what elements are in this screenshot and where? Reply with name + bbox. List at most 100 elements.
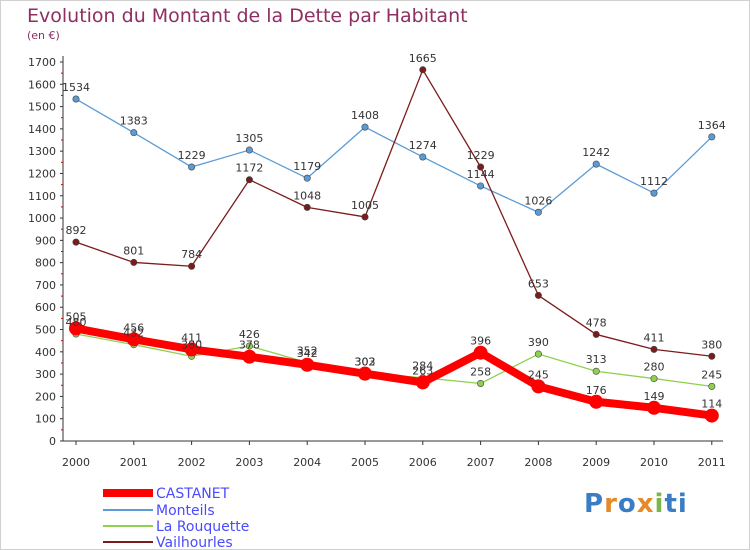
data-label: 1172: [235, 162, 263, 175]
data-point: [477, 379, 485, 387]
y-tick-label: 1200: [28, 167, 56, 180]
series-line-vailhourles: [75, 69, 712, 357]
y-tick-label: 1000: [28, 212, 56, 225]
y-tick-label: 100: [35, 413, 56, 426]
data-label: 380: [181, 338, 202, 351]
x-tick-label: 2001: [120, 456, 148, 469]
data-label: 1179: [293, 160, 321, 173]
y-tick-label: 1700: [28, 56, 56, 69]
data-label: 342: [297, 347, 318, 360]
data-label: 396: [470, 335, 491, 348]
x-tick-label: 2006: [409, 456, 437, 469]
x-tick-label: 2003: [235, 456, 263, 469]
data-point: [72, 95, 80, 103]
data-point: [300, 357, 315, 372]
y-tick-label: 900: [35, 234, 56, 247]
data-label: 411: [644, 331, 665, 344]
data-point: [245, 176, 253, 184]
chart-title: Evolution du Montant de la Dette par Hab…: [27, 5, 468, 27]
y-tick-label: 600: [35, 301, 56, 314]
data-point: [534, 291, 542, 299]
data-point: [650, 345, 658, 353]
legend-label: Monteils: [156, 503, 215, 519]
data-label: 784: [181, 248, 202, 261]
data-label: 302: [355, 356, 376, 369]
y-tick-label: 200: [35, 390, 56, 403]
data-label: 1534: [62, 81, 90, 94]
data-point: [477, 182, 485, 190]
chart-subtitle: (en €): [27, 29, 60, 42]
data-label: 176: [586, 384, 607, 397]
data-label: 892: [66, 224, 87, 237]
data-label: 245: [528, 368, 549, 381]
data-point: [531, 379, 546, 394]
data-point: [126, 332, 141, 347]
data-point: [361, 123, 369, 131]
data-label: 1408: [351, 109, 379, 122]
data-point: [534, 350, 542, 358]
x-tick-label: 2004: [293, 456, 321, 469]
data-point: [419, 66, 427, 74]
data-label: 1383: [120, 115, 148, 128]
x-tick-label: 2007: [467, 456, 495, 469]
data-point: [650, 375, 658, 383]
x-tick-label: 2009: [582, 456, 610, 469]
x-tick-label: 2010: [640, 456, 668, 469]
data-label: 390: [528, 336, 549, 349]
data-label: 1305: [235, 132, 263, 145]
data-point: [708, 133, 716, 141]
data-label: 432: [123, 327, 144, 340]
x-tick-label: 2000: [62, 456, 90, 469]
data-point: [358, 366, 372, 381]
data-label: 478: [586, 316, 607, 329]
data-point: [184, 342, 199, 357]
proxiti-logo: Proxiti: [584, 489, 688, 519]
data-point: [708, 352, 716, 360]
data-label: 258: [470, 365, 491, 378]
data-point: [188, 163, 196, 171]
y-tick-label: 400: [35, 346, 56, 359]
data-point: [415, 375, 430, 390]
data-label: 149: [644, 390, 665, 403]
data-point: [245, 146, 253, 154]
data-label: 114: [701, 398, 722, 411]
y-tick-label: 1300: [28, 145, 56, 158]
data-label: 263: [412, 364, 433, 377]
legend-label: Vailhourles: [156, 535, 233, 549]
data-point: [650, 189, 658, 197]
data-label: 352: [297, 345, 318, 358]
data-label: 480: [66, 316, 87, 329]
y-tick-label: 0: [49, 435, 56, 448]
data-point: [708, 382, 716, 390]
data-point: [534, 208, 542, 216]
data-point: [647, 400, 661, 415]
data-point: [473, 345, 488, 360]
data-label: 653: [528, 277, 549, 290]
data-label: 1229: [178, 149, 206, 162]
data-label: 1112: [640, 175, 668, 188]
data-label: 801: [123, 244, 144, 257]
data-label: 1026: [524, 194, 552, 207]
data-label: 378: [239, 339, 260, 352]
data-point: [589, 394, 604, 409]
y-tick-label: 1500: [28, 101, 56, 114]
data-label: 380: [701, 338, 722, 351]
data-label: 284: [412, 360, 433, 373]
data-point: [130, 258, 138, 266]
y-tick-label: 300: [35, 368, 56, 381]
data-label: 1274: [409, 139, 437, 152]
data-point: [69, 321, 83, 336]
data-label: 303: [355, 355, 376, 368]
data-label: 1144: [467, 168, 495, 181]
data-label: 1005: [351, 199, 379, 212]
data-point: [303, 203, 311, 211]
x-tick-label: 2011: [698, 456, 726, 469]
data-point: [419, 153, 427, 161]
y-tick-label: 800: [35, 257, 56, 270]
data-point: [242, 349, 257, 364]
data-label: 280: [644, 361, 665, 374]
data-point: [592, 160, 600, 168]
data-label: 456: [123, 321, 144, 334]
data-label: 1229: [467, 149, 495, 162]
